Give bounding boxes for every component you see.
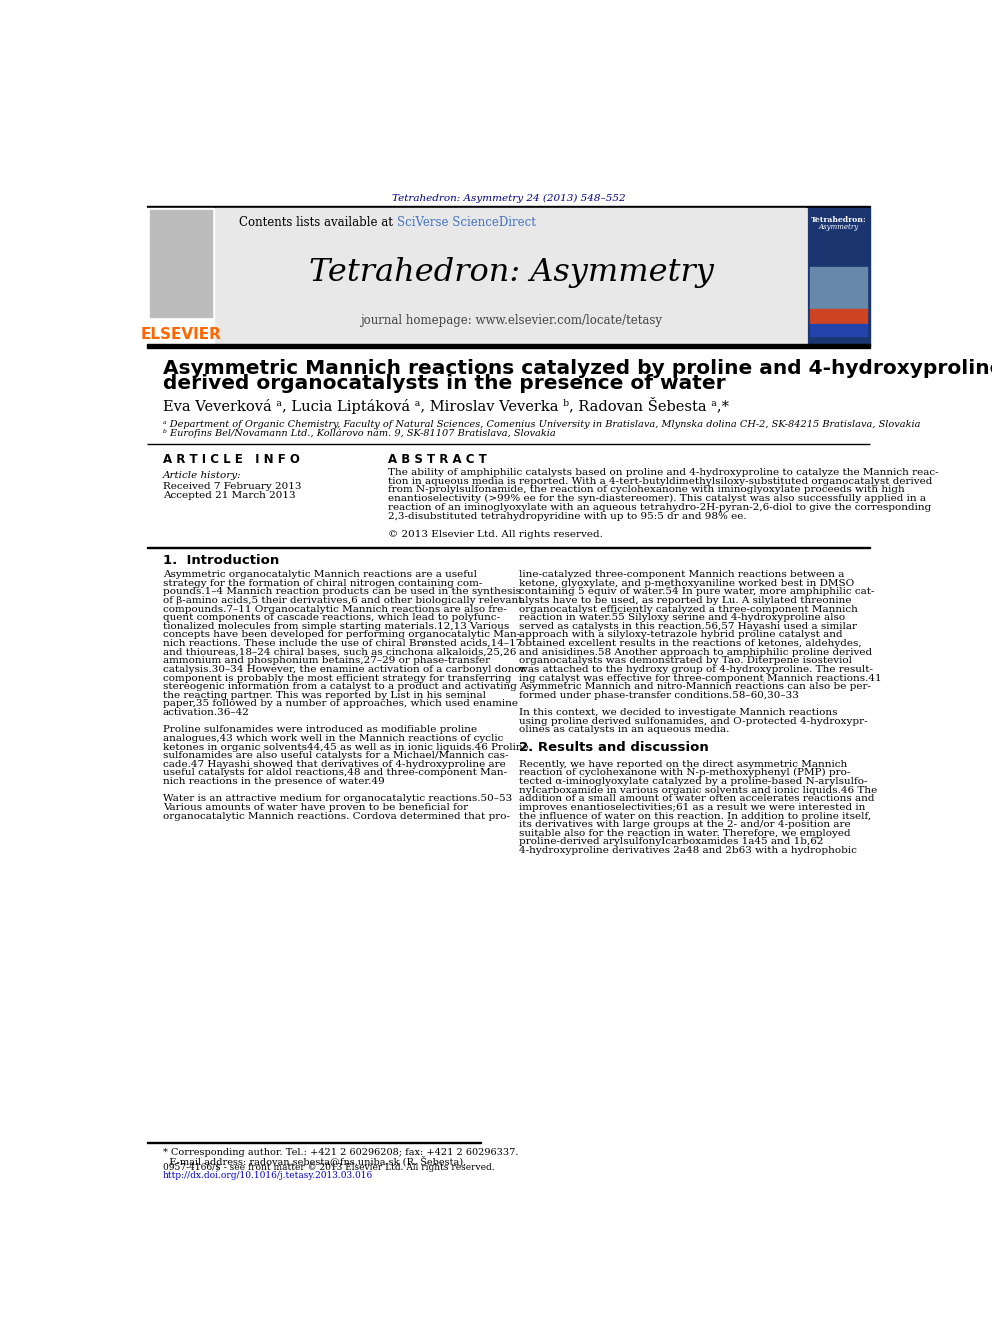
Text: nyIcarboxamide in various organic solvents and ionic liquids.46 The: nyIcarboxamide in various organic solven… [519,786,878,795]
Text: 4-hydroxyproline derivatives 2a48 and 2b63 with a hydrophobic: 4-hydroxyproline derivatives 2a48 and 2b… [519,845,857,855]
Text: reaction of cyclohexanone with N-p-methoxyphenyl (PMP) pro-: reaction of cyclohexanone with N-p-metho… [519,769,850,778]
Text: derived organocatalysts in the presence of water: derived organocatalysts in the presence … [163,374,725,393]
Text: was attached to the hydroxy group of 4-hydroxyproline. The result-: was attached to the hydroxy group of 4-h… [519,665,873,673]
Text: Asymmetric organocatalytic Mannich reactions are a useful: Asymmetric organocatalytic Mannich react… [163,570,477,579]
Bar [807,208,870,345]
Text: Asymmetric Mannich reactions catalyzed by proline and 4-hydroxyproline: Asymmetric Mannich reactions catalyzed b… [163,359,992,377]
Text: tected α-iminoglyoxylate catalyzed by a proline-based N-arylsulfo-: tected α-iminoglyoxylate catalyzed by a … [519,777,868,786]
Text: the influence of water on this reaction. In addition to proline itself,: the influence of water on this reaction.… [519,811,871,820]
Text: Contents lists available at: Contents lists available at [239,216,397,229]
Text: tionalized molecules from simple starting materials.12,13 Various: tionalized molecules from simple startin… [163,622,509,631]
Text: approach with a silyloxy-tetrazole hybrid proline catalyst and: approach with a silyloxy-tetrazole hybri… [519,631,843,639]
Text: ammonium and phosphonium betains,27–29 or phase-transfer: ammonium and phosphonium betains,27–29 o… [163,656,490,665]
Text: http://dx.doi.org/10.1016/j.tetasy.2013.03.016: http://dx.doi.org/10.1016/j.tetasy.2013.… [163,1171,373,1180]
Text: line-catalyzed three-component Mannich reactions between a: line-catalyzed three-component Mannich r… [519,570,844,579]
Text: A B S T R A C T: A B S T R A C T [388,452,486,466]
Text: cade.47 Hayashi showed that derivatives of 4-hydroxyproline are: cade.47 Hayashi showed that derivatives … [163,759,506,769]
Text: Tetrahedron: Asymmetry: Tetrahedron: Asymmetry [310,257,714,288]
Text: stereogenic information from a catalyst to a product and activating: stereogenic information from a catalyst … [163,683,517,691]
Text: ing catalyst was effective for three-component Mannich reactions.41: ing catalyst was effective for three-com… [519,673,882,683]
Text: Eva Veverková ᵃ, Lucia Liptáková ᵃ, Miroslav Veverka ᵇ, Radovan Šebesta ᵃ,*: Eva Veverková ᵃ, Lucia Liptáková ᵃ, Miro… [163,397,729,414]
Text: paper,35 followed by a number of approaches, which used enamine: paper,35 followed by a number of approac… [163,700,518,708]
Text: organocatalyst efficiently catalyzed a three-component Mannich: organocatalyst efficiently catalyzed a t… [519,605,858,614]
Text: Water is an attractive medium for organocatalytic reactions.50–53: Water is an attractive medium for organo… [163,794,512,803]
Text: A R T I C L E   I N F O: A R T I C L E I N F O [163,452,300,466]
Text: containing 5 equiv of water.54 In pure water, more amphiphilic cat-: containing 5 equiv of water.54 In pure w… [519,587,875,597]
Text: SciVerse ScienceDirect: SciVerse ScienceDirect [397,216,536,229]
Text: activation.36–42: activation.36–42 [163,708,250,717]
Text: organocatalysts was demonstrated by Tao. Diterpene isosteviol: organocatalysts was demonstrated by Tao.… [519,656,852,665]
Text: suitable also for the reaction in water. Therefore, we employed: suitable also for the reaction in water.… [519,828,851,837]
Text: its derivatives with large groups at the 2- and/or 4-position are: its derivatives with large groups at the… [519,820,851,830]
Text: ᵇ Eurofins Bel/Novamann Ltd., Kollárovo nám. 9, SK-81107 Bratislava, Slovakia: ᵇ Eurofins Bel/Novamann Ltd., Kollárovo … [163,429,556,438]
Text: reaction of an iminoglyoxylate with an aqueous tetrahydro-2H-pyran-2,6-diol to g: reaction of an iminoglyoxylate with an a… [388,503,930,512]
Text: journal homepage: www.elsevier.com/locate/tetasy: journal homepage: www.elsevier.com/locat… [360,314,663,327]
Text: 2,3-disubstituted tetrahydropyridine with up to 95:5 dr and 98% ee.: 2,3-disubstituted tetrahydropyridine wit… [388,512,746,521]
Text: * Corresponding author. Tel.: +421 2 60296208; fax: +421 2 60296337.: * Corresponding author. Tel.: +421 2 602… [163,1147,518,1156]
Text: 1.  Introduction: 1. Introduction [163,554,279,568]
Text: addition of a small amount of water often accelerates reactions and: addition of a small amount of water ofte… [519,794,875,803]
Text: Proline sulfonamides were introduced as modifiable proline: Proline sulfonamides were introduced as … [163,725,477,734]
Bar [809,308,867,324]
Text: alysts have to be used, as reported by Lu. A silylated threonine: alysts have to be used, as reported by L… [519,595,852,605]
Text: and thioureas,18–24 chiral bases, such as cinchona alkaloids,25,26: and thioureas,18–24 chiral bases, such a… [163,648,516,656]
Text: compounds.7–11 Organocatalytic Mannich reactions are also fre-: compounds.7–11 Organocatalytic Mannich r… [163,605,507,614]
Text: nich reactions. These include the use of chiral Brønsted acids,14–17: nich reactions. These include the use of… [163,639,522,648]
Text: Accepted 21 March 2013: Accepted 21 March 2013 [163,491,296,500]
Text: 2. Results and discussion: 2. Results and discussion [519,741,709,754]
Text: Asymmetric Mannich and nitro-Mannich reactions can also be per-: Asymmetric Mannich and nitro-Mannich rea… [519,683,871,691]
Text: useful catalysts for aldol reactions,48 and three-component Man-: useful catalysts for aldol reactions,48 … [163,769,507,778]
Bar [809,266,867,308]
Text: served as catalysts in this reaction.56,57 Hayashi used a similar: served as catalysts in this reaction.56,… [519,622,857,631]
Text: © 2013 Elsevier Ltd. All rights reserved.: © 2013 Elsevier Ltd. All rights reserved… [388,529,602,538]
Text: ketone, glyoxylate, and p-methoxyaniline worked best in DMSO: ketone, glyoxylate, and p-methoxyaniline… [519,578,854,587]
Text: 0957-4166/$ - see front matter © 2013 Elsevier Ltd. All rights reserved.: 0957-4166/$ - see front matter © 2013 El… [163,1163,494,1172]
Bar [150,210,211,316]
Text: the reacting partner. This was reported by List in his seminal: the reacting partner. This was reported … [163,691,486,700]
Text: organocatalytic Mannich reactions. Cordova determined that pro-: organocatalytic Mannich reactions. Cordo… [163,811,510,820]
Text: The ability of amphiphilic catalysts based on proline and 4-hydroxyproline to ca: The ability of amphiphilic catalysts bas… [388,467,938,476]
Text: Tetrahedron: Asymmetry 24 (2013) 548–552: Tetrahedron: Asymmetry 24 (2013) 548–552 [392,194,625,204]
Text: nich reactions in the presence of water.49: nich reactions in the presence of water.… [163,777,385,786]
Text: In this context, we decided to investigate Mannich reactions: In this context, we decided to investiga… [519,708,838,717]
Text: proline-derived arylsulfonyIcarboxamides 1a45 and 1b,62: proline-derived arylsulfonyIcarboxamides… [519,837,823,847]
Text: formed under phase-transfer conditions.58–60,30–33: formed under phase-transfer conditions.5… [519,691,800,700]
Text: using proline derived sulfonamides, and O-protected 4-hydroxypr-: using proline derived sulfonamides, and … [519,717,868,726]
Bar [147,344,870,348]
Text: from N-prolylsulfonamide, the reaction of cyclohexanone with iminoglyoxylate pro: from N-prolylsulfonamide, the reaction o… [388,486,905,495]
Text: strategy for the formation of chiral nitrogen containing com-: strategy for the formation of chiral nit… [163,578,482,587]
Text: Recently, we have reported on the direct asymmetric Mannich: Recently, we have reported on the direct… [519,759,847,769]
Text: Article history:: Article history: [163,471,241,480]
Bar [147,208,214,345]
Text: tion in aqueous media is reported. With a 4-tert-butyldimethylsiloxy-substituted: tion in aqueous media is reported. With … [388,476,931,486]
Text: Tetrahedron:: Tetrahedron: [810,217,866,225]
Text: of β-amino acids,5 their derivatives,6 and other biologically relevant: of β-amino acids,5 their derivatives,6 a… [163,595,522,605]
Text: reaction in water.55 Silyloxy serine and 4-hydroxyproline also: reaction in water.55 Silyloxy serine and… [519,613,845,622]
Text: ᵃ Department of Organic Chemistry, Faculty of Natural Sciences, Comenius Univers: ᵃ Department of Organic Chemistry, Facul… [163,419,921,429]
Text: Various amounts of water have proven to be beneficial for: Various amounts of water have proven to … [163,803,468,812]
Text: pounds.1–4 Mannich reaction products can be used in the synthesis: pounds.1–4 Mannich reaction products can… [163,587,521,597]
Text: enantioselectivity (>99% ee for the syn-diastereomer). This catalyst was also su: enantioselectivity (>99% ee for the syn-… [388,495,926,503]
Bar [215,208,806,345]
Text: ketones in organic solvents44,45 as well as in ionic liquids.46 Proline: ketones in organic solvents44,45 as well… [163,742,529,751]
Text: Asymmetry: Asymmetry [818,224,859,232]
Text: concepts have been developed for performing organocatalytic Man-: concepts have been developed for perform… [163,631,520,639]
Text: improves enantioselectivities;61 as a result we were interested in: improves enantioselectivities;61 as a re… [519,803,866,812]
Bar [809,324,867,336]
Text: catalysis.30–34 However, the enamine activation of a carbonyl donor: catalysis.30–34 However, the enamine act… [163,665,526,673]
Text: and anisidines.58 Another approach to amphiphilic proline derived: and anisidines.58 Another approach to am… [519,648,872,656]
Text: olines as catalysts in an aqueous media.: olines as catalysts in an aqueous media. [519,725,730,734]
Text: Received 7 February 2013: Received 7 February 2013 [163,482,302,491]
Text: sulfonamides are also useful catalysts for a Michael/Mannich cas-: sulfonamides are also useful catalysts f… [163,751,508,761]
Text: component is probably the most efficient strategy for transferring: component is probably the most efficient… [163,673,511,683]
Text: E-mail address: radovan.sebesta@fns.uniba.sk (R. Šebesta).: E-mail address: radovan.sebesta@fns.unib… [163,1156,466,1167]
Text: analogues,43 which work well in the Mannich reactions of cyclic: analogues,43 which work well in the Mann… [163,734,503,744]
Text: quent components of cascade reactions, which lead to polyfunc-: quent components of cascade reactions, w… [163,613,500,622]
Text: obtained excellent results in the reactions of ketones, aldehydes,: obtained excellent results in the reacti… [519,639,862,648]
Text: ELSEVIER: ELSEVIER [140,327,221,341]
